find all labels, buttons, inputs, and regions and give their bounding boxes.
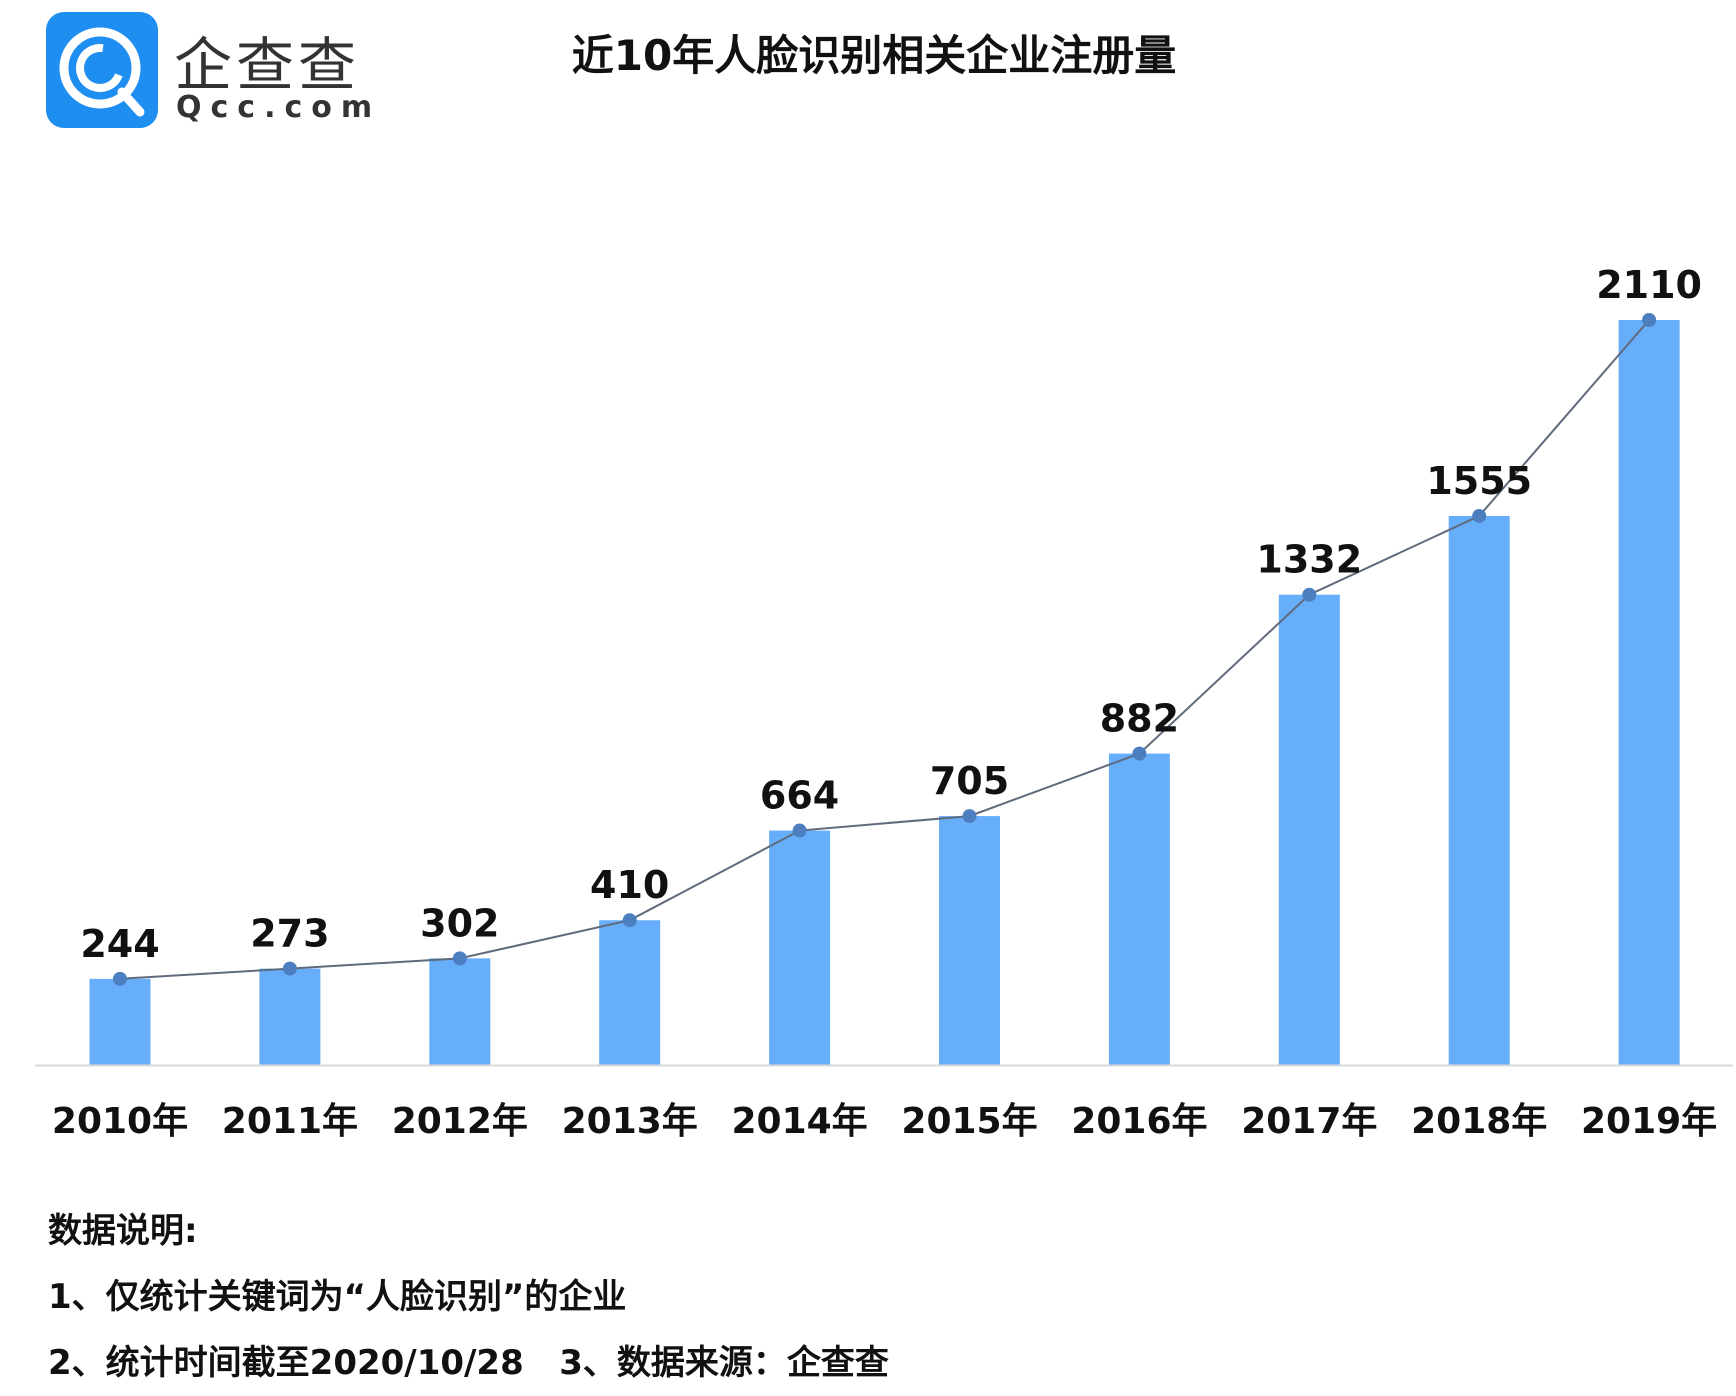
x-tick-label: 2015年 — [901, 1101, 1037, 1142]
x-tick-label: 2016年 — [1071, 1101, 1207, 1142]
logo-en-text: Qcc.com — [176, 90, 382, 125]
qcc-logo: 企查查 Qcc.com — [46, 12, 376, 130]
data-label: 705 — [930, 759, 1009, 803]
trend-point — [113, 971, 127, 986]
chart-title: 近10年人脸识别相关企业注册量 — [0, 22, 1736, 83]
bar-2014年 — [769, 830, 831, 1065]
data-label: 273 — [250, 912, 329, 956]
bar-2016年 — [1108, 753, 1170, 1065]
data-label: 1555 — [1426, 459, 1532, 503]
bar-2019年 — [1618, 320, 1680, 1065]
data-label: 664 — [760, 774, 839, 818]
trend-point — [622, 913, 637, 928]
trend-point — [1472, 508, 1487, 523]
bar-2011年 — [259, 968, 321, 1065]
bar-2012年 — [429, 958, 491, 1065]
bar-2013年 — [599, 920, 661, 1065]
x-tick-label: 2013年 — [562, 1101, 698, 1142]
trend-point — [962, 809, 977, 824]
x-tick-label: 2012年 — [392, 1101, 528, 1142]
trend-point — [452, 951, 467, 966]
trend-point — [1132, 746, 1147, 761]
bar-2017年 — [1278, 594, 1340, 1065]
logo-cn-text: 企查查 — [174, 31, 361, 99]
trend-line — [119, 319, 1650, 980]
bar-2010年 — [89, 978, 151, 1065]
x-tick-label: 2017年 — [1241, 1101, 1377, 1142]
trend-point — [792, 823, 807, 838]
bar-line-chart: 244 2010年 273 2011年 302 2012年 410 2013年 664 2014年… — [35, 263, 1733, 1142]
x-tick-label: 2018年 — [1411, 1101, 1547, 1142]
data-label: 244 — [80, 922, 159, 966]
data-notes: 数据说明: 1、仅统计关键词为“人脸识别”的企业 2、统计时间截至2020/10… — [48, 1198, 889, 1396]
x-tick-label: 2011年 — [222, 1101, 358, 1142]
data-label: 410 — [590, 863, 669, 907]
notes-heading: 数据说明: — [48, 1211, 198, 1251]
bar-2015年 — [939, 816, 1000, 1065]
x-tick-label: 2010年 — [52, 1101, 188, 1142]
qcc-logo-icon — [46, 12, 158, 128]
data-label: 882 — [1100, 697, 1179, 741]
trend-point — [1642, 313, 1657, 327]
notes-line-2: 2、统计时间截至2020/10/28 3、数据来源：企查查 — [48, 1343, 889, 1383]
trend-point — [282, 961, 297, 976]
data-label: 2110 — [1596, 263, 1702, 307]
notes-line-1: 1、仅统计关键词为“人脸识别”的企业 — [48, 1277, 627, 1317]
data-label: 1332 — [1256, 538, 1362, 582]
chart-title-text: 近10年人脸识别相关企业注册量 — [571, 31, 1177, 80]
x-tick-label: 2014年 — [731, 1101, 867, 1142]
x-tick-label: 2019年 — [1581, 1101, 1717, 1142]
data-label: 302 — [420, 901, 499, 945]
bar-2018年 — [1448, 515, 1510, 1065]
trend-point — [1302, 587, 1317, 602]
